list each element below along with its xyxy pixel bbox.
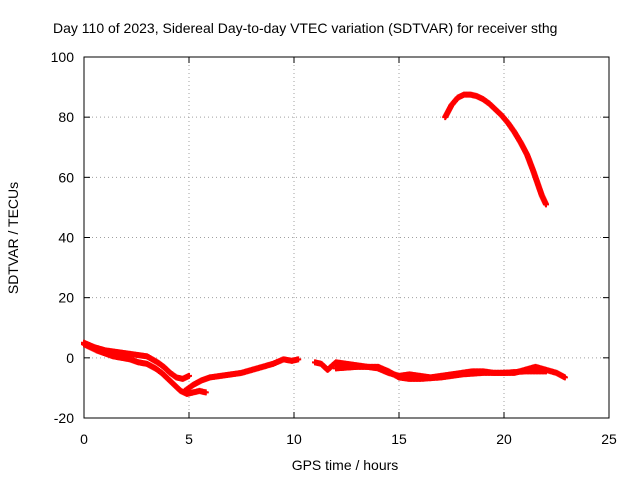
y-tick-label: 40 [58,230,74,246]
x-tick-label: 5 [185,431,193,447]
data-point [295,356,302,363]
data-point [186,372,192,379]
x-tick-label: 25 [601,431,617,447]
x-axis-label: GPS time / hours [292,457,399,473]
x-tick-label: 15 [391,431,407,447]
chart-title: Day 110 of 2023, Sidereal Day-to-day VTE… [53,20,557,36]
y-axis-label: SDTVAR / TECUs [5,182,21,294]
y-tick-label: 20 [58,290,74,306]
y-tick-label: -20 [54,410,74,426]
series-lower-band-b [81,339,192,382]
data-point [561,374,568,381]
data-point [543,368,549,375]
data-point [543,201,549,208]
axis-ticks [83,56,610,419]
x-tick-label: 10 [286,431,302,447]
x-tick-label: 20 [496,431,512,447]
series-lower-band-e [333,363,549,382]
data-points [81,91,568,397]
y-tick-label: 0 [66,350,74,366]
series-lower-band-c [181,356,302,394]
data-point [202,389,209,396]
y-tick-label: 100 [51,49,75,65]
y-tick-label: 60 [58,169,74,185]
y-tick-label: 80 [58,109,74,125]
x-tick-label: 0 [80,431,88,447]
tick-labels: 0 5 10 15 20 25 -20 0 20 40 60 80 100 [51,49,617,447]
series-upper-arc [442,91,549,208]
